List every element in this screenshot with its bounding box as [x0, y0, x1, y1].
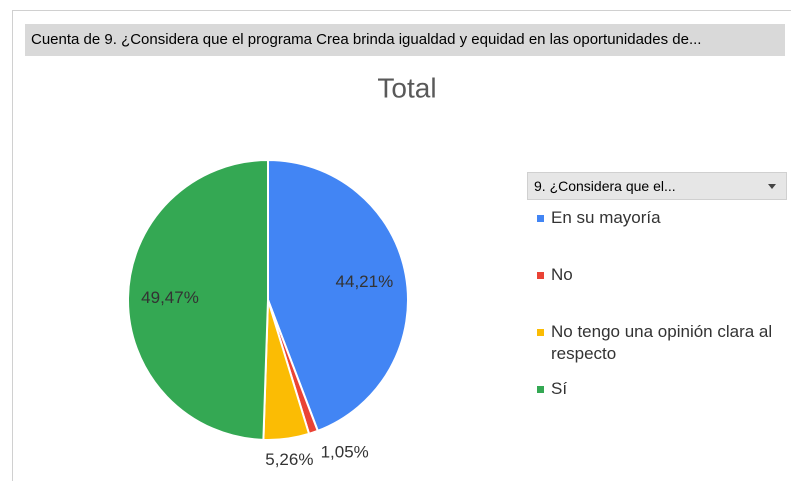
chart-title: Total — [377, 72, 436, 103]
field-header[interactable]: Cuenta de 9. ¿Considera que el programa … — [25, 24, 785, 56]
data-label: 5,26% — [265, 450, 313, 469]
dropdown-arrow[interactable] — [768, 184, 776, 189]
legend-item: En su mayoría — [537, 207, 792, 229]
legend-swatch — [537, 329, 544, 336]
data-label: 1,05% — [321, 443, 369, 462]
pie-slice — [127, 158, 269, 441]
legend-label: No — [551, 265, 573, 284]
legend-label: No tengo una opinión clara al respecto — [551, 322, 773, 363]
legend-label: Sí — [551, 379, 568, 398]
legend-label: En su mayoría — [551, 208, 661, 227]
legend-item: Sí — [537, 378, 792, 400]
legend-swatch — [537, 386, 544, 393]
legend-title: 9. ¿Considera que el... — [534, 178, 676, 194]
legend-item: No tengo una opinión clara al respecto — [537, 321, 792, 365]
pie-slice — [267, 158, 409, 433]
legend-swatch — [537, 215, 544, 222]
legend-swatch — [537, 272, 544, 279]
frame — [12, 10, 791, 481]
data-label: 44,21% — [336, 272, 394, 291]
legend-filter[interactable]: 9. ¿Considera que el... — [527, 172, 787, 200]
legend-item: No — [537, 264, 792, 286]
data-label: 49,47% — [141, 288, 199, 307]
